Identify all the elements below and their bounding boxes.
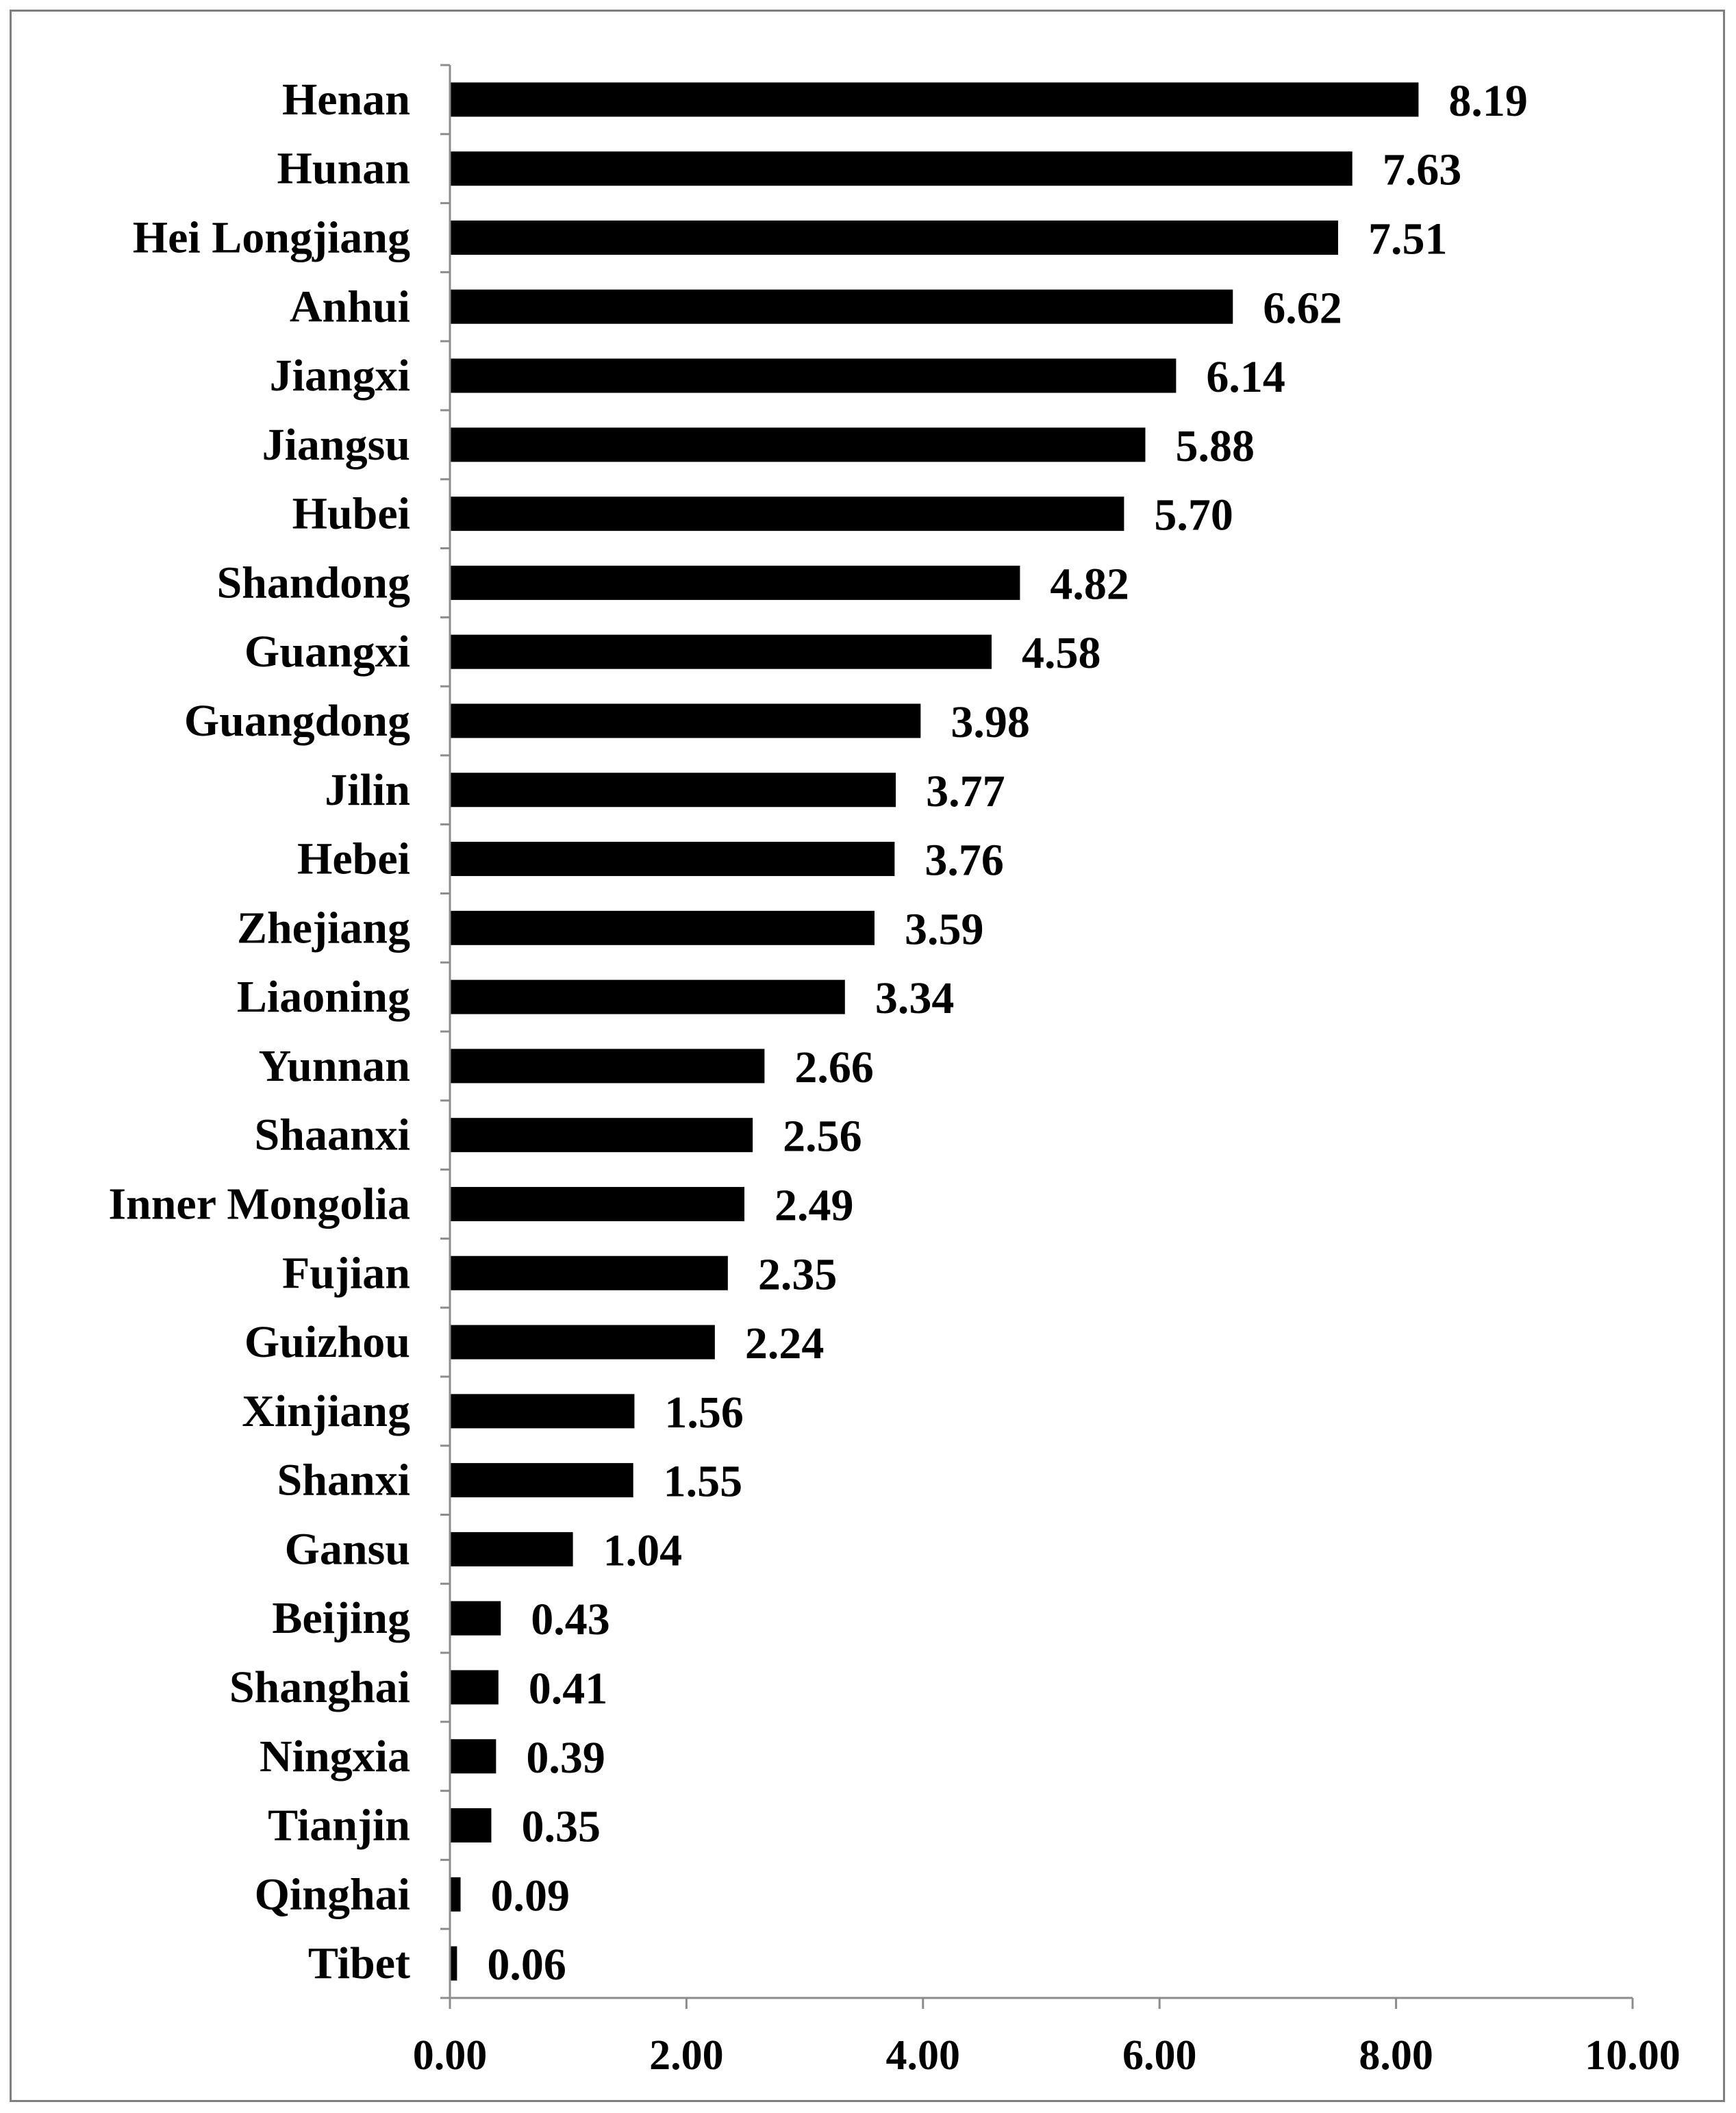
value-labels: 8.19 7.63 7.51 6.62 6.14 5.88 5.70 4.82 4.58 3.98… <box>487 76 1528 1990</box>
category-label: Hebei <box>297 834 410 884</box>
bar-tibet <box>450 1946 457 1981</box>
bar-guizhou <box>450 1325 715 1360</box>
value-label: 3.59 <box>905 904 984 954</box>
bar-anhui <box>450 289 1233 324</box>
value-label: 3.76 <box>924 836 1004 886</box>
category-label: Liaoning <box>237 972 410 1022</box>
value-label: 6.14 <box>1206 352 1285 402</box>
bar-yunnan <box>450 1049 765 1084</box>
bar-shanxi <box>450 1463 633 1498</box>
x-axis-ticks: 0.00 2.00 4.00 6.00 8.00 10.00 <box>413 1998 1681 2079</box>
value-label: 5.88 <box>1175 421 1255 471</box>
value-label: 0.35 <box>521 1802 601 1852</box>
category-label: Shandong <box>216 558 410 608</box>
bar-guangdong <box>450 703 921 738</box>
category-label: Anhui <box>290 282 410 332</box>
value-label: 5.70 <box>1154 490 1233 540</box>
category-labels: Henan Hunan Hei Longjiang Anhui Jiangxi Jiang… <box>108 75 410 1988</box>
category-label: Shanghai <box>229 1662 410 1712</box>
category-label: Shanxi <box>277 1455 410 1505</box>
bar-hei-longjiang <box>450 220 1338 255</box>
value-label: 0.09 <box>491 1871 570 1921</box>
bar-chart: Henan Hunan Hei Longjiang Anhui Jiangxi Jiang… <box>108 64 1681 2079</box>
bar-hubei <box>450 497 1124 532</box>
value-label: 7.51 <box>1368 214 1448 264</box>
x-tick-label: 8.00 <box>1359 2032 1433 2079</box>
value-label: 4.82 <box>1050 559 1129 609</box>
bar-shaanxi <box>450 1118 753 1153</box>
bar-fujian <box>450 1255 728 1290</box>
value-label: 2.35 <box>758 1249 838 1299</box>
bar-hunan <box>450 151 1353 186</box>
category-label: Hei Longjiang <box>133 212 410 262</box>
bar-shanghai <box>450 1670 499 1705</box>
category-label: Yunnan <box>259 1041 410 1091</box>
category-label: Inner Mongolia <box>108 1179 410 1229</box>
value-label: 1.56 <box>664 1388 744 1438</box>
bar-xinjiang <box>450 1394 635 1429</box>
bar-zhejiang <box>450 910 875 945</box>
category-label: Hubei <box>292 489 410 539</box>
category-label: Qinghai <box>255 1869 410 1919</box>
value-label: 0.41 <box>529 1664 608 1714</box>
bar-liaoning <box>450 979 845 1014</box>
bars-layer <box>450 82 1419 1981</box>
category-label: Jiangxi <box>270 351 410 401</box>
value-label: 6.62 <box>1263 283 1342 333</box>
bar-hebei <box>450 842 895 877</box>
value-label: 0.39 <box>526 1733 605 1783</box>
category-label: Tibet <box>308 1938 410 1988</box>
bar-jiangsu <box>450 427 1146 462</box>
bar-jiangxi <box>450 358 1177 393</box>
bar-henan <box>450 82 1419 117</box>
category-label: Henan <box>282 75 410 125</box>
value-label: 2.24 <box>745 1318 825 1368</box>
value-label: 0.06 <box>487 1940 566 1990</box>
axes <box>440 64 1633 1999</box>
bar-gansu <box>450 1531 573 1566</box>
category-label: Ningxia <box>260 1731 410 1781</box>
value-label: 8.19 <box>1448 76 1528 126</box>
x-tick-label: 0.00 <box>413 2032 488 2079</box>
category-label: Jilin <box>325 765 410 815</box>
bar-qinghai <box>450 1877 461 1912</box>
value-label: 7.63 <box>1383 145 1462 195</box>
bar-inner-mongolia <box>450 1186 745 1221</box>
value-label: 3.77 <box>926 766 1005 816</box>
bar-guangxi <box>450 634 992 669</box>
bar-shandong <box>450 565 1020 600</box>
category-label: Tianjin <box>268 1801 410 1851</box>
x-tick-label: 4.00 <box>886 2032 961 2079</box>
category-label: Fujian <box>282 1248 410 1298</box>
bar-jilin <box>450 773 896 808</box>
value-label: 2.49 <box>775 1180 854 1230</box>
value-label: 2.56 <box>783 1112 862 1162</box>
chart-frame: Henan Hunan Hei Longjiang Anhui Jiangxi Jiang… <box>10 10 1725 2102</box>
category-label: Shaanxi <box>255 1110 410 1160</box>
category-label: Beijing <box>272 1593 410 1643</box>
value-label: 1.04 <box>603 1525 683 1575</box>
x-tick-label: 2.00 <box>649 2032 724 2079</box>
category-label: Gansu <box>285 1524 410 1574</box>
value-label: 1.55 <box>664 1457 743 1507</box>
value-label: 2.66 <box>794 1042 874 1092</box>
category-label: Guangxi <box>244 627 410 677</box>
bar-beijing <box>450 1601 501 1636</box>
value-label: 4.58 <box>1022 628 1101 678</box>
category-label: Jiangsu <box>262 420 410 470</box>
category-label: Zhejiang <box>237 903 410 953</box>
x-tick-label: 6.00 <box>1122 2032 1197 2079</box>
category-label: Xinjiang <box>242 1386 410 1436</box>
value-label: 3.34 <box>875 973 955 1023</box>
value-label: 0.43 <box>531 1595 610 1645</box>
x-tick-label: 10.00 <box>1585 2032 1681 2079</box>
bar-ningxia <box>450 1739 496 1774</box>
value-label: 3.98 <box>951 697 1030 747</box>
category-label: Guangdong <box>184 696 410 746</box>
bar-tianjin <box>450 1808 492 1843</box>
category-label: Guizhou <box>244 1317 410 1367</box>
category-label: Hunan <box>277 144 410 194</box>
